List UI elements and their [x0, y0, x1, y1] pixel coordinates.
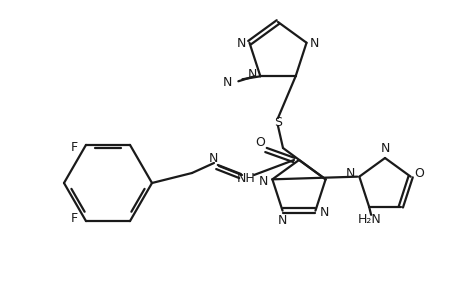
Text: N: N [319, 206, 329, 219]
Text: NH: NH [236, 172, 255, 184]
Text: N: N [277, 214, 286, 227]
Text: N: N [309, 37, 319, 50]
Text: N: N [380, 142, 389, 155]
Text: N: N [345, 167, 354, 180]
Text: F: F [70, 141, 78, 154]
Text: N: N [247, 68, 257, 81]
Text: S: S [274, 116, 281, 128]
Text: O: O [414, 167, 424, 180]
Text: N: N [236, 37, 246, 50]
Text: F: F [70, 212, 78, 225]
Text: N: N [258, 175, 268, 188]
Text: N: N [223, 76, 232, 89]
Text: H₂N: H₂N [357, 213, 380, 226]
Text: N: N [208, 152, 217, 164]
Text: O: O [254, 136, 264, 149]
